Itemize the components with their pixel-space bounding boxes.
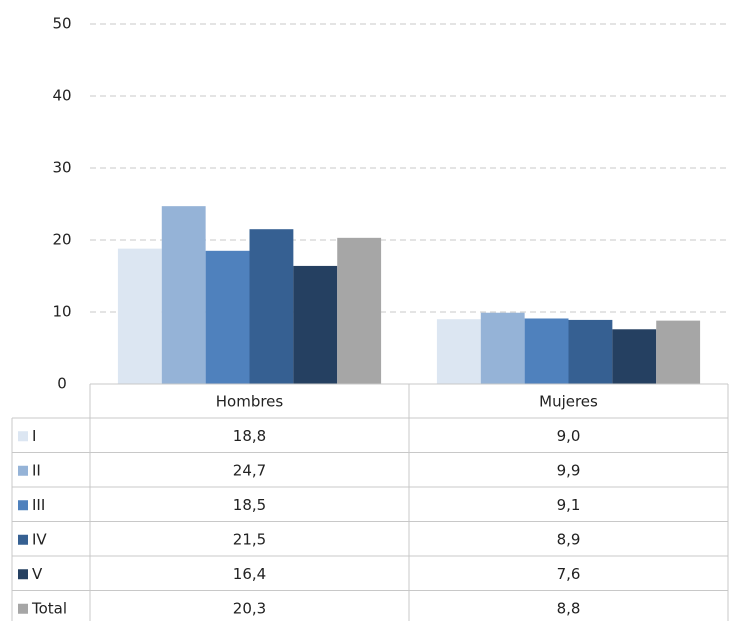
legend-label: V	[32, 565, 43, 583]
legend-label: IV	[32, 530, 47, 548]
bar	[568, 319, 613, 384]
bar	[117, 248, 162, 384]
legend-label: I	[32, 427, 36, 445]
x-tick-label: Hombres	[216, 393, 284, 411]
value-label: 21,5	[233, 530, 266, 548]
y-tick-label: 50	[52, 15, 71, 33]
bar	[161, 206, 206, 384]
bar	[612, 329, 657, 384]
legend-swatch	[18, 465, 28, 476]
y-tick-label: 10	[52, 303, 71, 321]
value-label: 16,4	[233, 565, 266, 583]
value-label: 24,7	[233, 461, 266, 479]
y-tick-label: 20	[52, 231, 71, 249]
legend-label: III	[32, 496, 45, 514]
value-label: 9,9	[557, 461, 581, 479]
legend-swatch	[18, 431, 28, 442]
value-label: 7,6	[557, 565, 581, 583]
bar	[656, 320, 701, 384]
value-label: 8,9	[557, 530, 581, 548]
bar	[249, 229, 294, 384]
value-label: 9,1	[557, 496, 581, 514]
bar	[293, 265, 338, 384]
value-label: 18,5	[233, 496, 266, 514]
bar	[205, 250, 250, 384]
bar	[337, 237, 382, 384]
bar	[524, 318, 569, 384]
y-tick-label: 0	[57, 375, 67, 393]
value-label: 18,8	[233, 427, 266, 445]
legend-swatch	[18, 534, 28, 545]
bar	[436, 319, 481, 384]
bar	[480, 312, 525, 384]
legend-swatch	[18, 500, 28, 511]
x-tick-label: Mujeres	[539, 393, 598, 411]
y-tick-label: 30	[52, 159, 71, 177]
value-label: 20,3	[233, 599, 266, 617]
y-tick-label: 40	[52, 87, 71, 105]
legend-label: II	[32, 461, 41, 479]
legend-swatch	[18, 603, 28, 614]
value-label: 9,0	[557, 427, 581, 445]
legend-swatch	[18, 569, 28, 580]
value-label: 8,8	[557, 599, 581, 617]
legend-label: Total	[31, 599, 67, 617]
